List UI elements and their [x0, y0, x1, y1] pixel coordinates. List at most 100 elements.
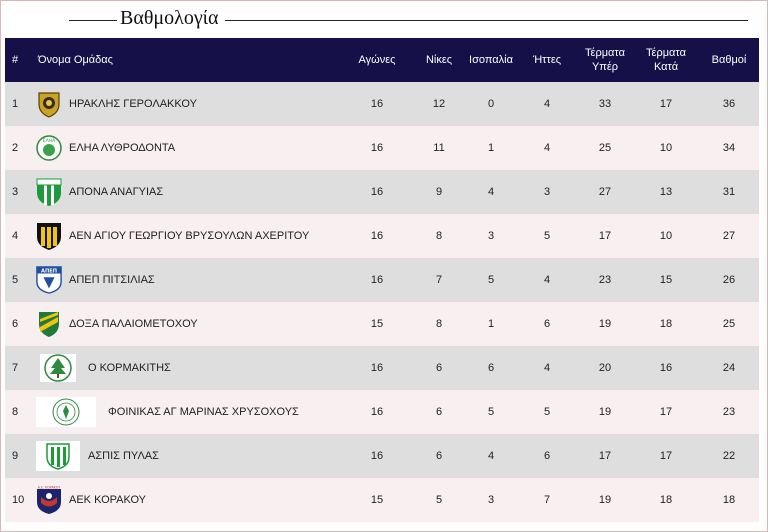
draws-cell: 5 — [487, 406, 495, 418]
shield-crest-green-white-icon[interactable] — [36, 178, 62, 206]
played-cell: 16 — [370, 450, 384, 462]
team-name-link[interactable]: ΑΣΠΙΣ ΠΥΛΑΣ — [88, 450, 159, 462]
wins-cell: 7 — [435, 274, 443, 286]
team-cell: ΕΛΗΑ ΕΛΗΑ ΛΥΘΡΟΔΟΝΤΑ — [32, 126, 341, 170]
team-name-link[interactable]: ΑΠΕΠ ΠΙΤΣΙΛΙΑΣ — [69, 274, 155, 286]
losses-cell: 6 — [543, 318, 551, 330]
table-row: 9 ΑΣΠΙΣ ΠΥΛΑΣ 16 6 4 6 17 17 22 — [5, 434, 759, 478]
shield-crest-navy-icon[interactable]: Α.Ε. ΚΟΡΑΚΟΥ — [36, 486, 62, 514]
round-crest-green-icon[interactable]: ΕΛΗΑ — [36, 134, 62, 162]
wins-cell: 5 — [435, 494, 443, 506]
losses-cell: 4 — [543, 142, 551, 154]
goals-for-cell: 25 — [598, 142, 612, 154]
table-header-row: # Όνομα Ομάδας Αγώνες Νίκες Ισοπαλία Ήττ… — [5, 38, 759, 82]
shield-crest-blue-icon[interactable]: ΑΠΕΠ — [36, 266, 62, 294]
rank-cell: 4 — [12, 230, 19, 242]
table-row: 1 ΗΡΑΚΛΗΣ ΓΕΡΟΛΑΚΚΟΥ 16 12 0 4 33 17 36 — [5, 82, 759, 126]
round-crest-wide-icon[interactable] — [36, 397, 96, 427]
goals-for-cell: 17 — [598, 450, 612, 462]
goals-against-cell: 10 — [659, 230, 673, 242]
standings-heading: Βαθμολογία — [1, 7, 768, 35]
team-name-link[interactable]: ΑΕΝ ΑΓΙΟΥ ΓΕΩΡΓΙΟΥ ΒΡΥΣΟΥΛΩΝ ΑΧΕΡΙΤΟΥ — [69, 230, 310, 242]
losses-cell: 3 — [543, 186, 551, 198]
team-name-link[interactable]: ΔΟΞΑ ΠΑΛΑΙΟΜΕΤΟΧΟΥ — [69, 318, 198, 330]
draws-cell: 0 — [487, 98, 495, 110]
round-crest-tree-icon[interactable] — [36, 354, 80, 382]
goals-for-cell: 17 — [598, 230, 612, 242]
played-cell: 16 — [370, 230, 384, 242]
goals-against-cell: 17 — [659, 450, 673, 462]
shield-crest-yellow-black-icon[interactable] — [36, 222, 62, 250]
draws-cell: 1 — [487, 318, 495, 330]
wins-cell: 8 — [435, 318, 443, 330]
team-cell: Α.Ε. ΚΟΡΑΚΟΥ ΑΕΚ ΚΟΡΑΚΟΥ — [32, 478, 341, 522]
team-name-link[interactable]: ΑΠΟΝΑ ΑΝΑΓΥΙΑΣ — [69, 186, 164, 198]
team-name-link[interactable]: ΦΟΙΝΙΚΑΣ ΑΓ ΜΑΡΙΝΑΣ ΧΡΥΣΟΧΟΥΣ — [108, 406, 299, 418]
wins-cell: 6 — [435, 362, 443, 374]
shield-crest-yellow-green-icon[interactable] — [36, 310, 62, 338]
header-goals-against[interactable]: Τέρματα Κατά — [633, 38, 699, 82]
losses-cell: 6 — [543, 450, 551, 462]
crest-text: Α.Ε. ΚΟΡΑΚΟΥ — [38, 486, 61, 490]
header-points[interactable]: Βαθμοί — [711, 54, 747, 66]
rank-cell: 10 — [12, 494, 25, 506]
team-cell: Ο ΚΟΡΜΑΚΙΤΗΣ — [32, 346, 341, 390]
table-row: 10 Α.Ε. ΚΟΡΑΚΟΥ ΑΕΚ ΚΟΡΑΚΟΥ 15 5 3 7 19 18 18 — [5, 478, 759, 522]
team-cell: ΗΡΑΚΛΗΣ ΓΕΡΟΛΑΚΚΟΥ — [32, 82, 341, 126]
team-cell: ΑΣΠΙΣ ΠΥΛΑΣ — [32, 434, 341, 478]
losses-cell: 4 — [543, 274, 551, 286]
header-losses[interactable]: Ήττες — [532, 54, 562, 66]
crest-text: ΕΛΗΑ — [43, 138, 56, 144]
points-cell: 23 — [722, 406, 736, 418]
played-cell: 15 — [370, 318, 384, 330]
heading-rule-left — [69, 20, 117, 21]
header-rank[interactable]: # — [12, 54, 19, 66]
played-cell: 16 — [370, 142, 384, 154]
page-title: Βαθμολογία — [120, 7, 219, 29]
rank-cell: 8 — [12, 406, 19, 418]
goals-against-cell: 17 — [659, 98, 673, 110]
goals-for-cell: 27 — [598, 186, 612, 198]
goals-against-cell: 18 — [659, 318, 673, 330]
heading-rule-right — [225, 20, 748, 21]
goals-for-cell: 20 — [598, 362, 612, 374]
goals-against-cell: 15 — [659, 274, 673, 286]
rank-cell: 9 — [12, 450, 19, 462]
team-cell: ΑΠΟΝΑ ΑΝΑΓΥΙΑΣ — [32, 170, 341, 214]
rank-cell: 1 — [12, 98, 19, 110]
rank-cell: 7 — [12, 362, 19, 374]
draws-cell: 3 — [487, 494, 495, 506]
wins-cell: 6 — [435, 450, 443, 462]
draws-cell: 5 — [487, 274, 495, 286]
rank-cell: 6 — [12, 318, 19, 330]
crest-text: ΑΠΕΠ — [41, 269, 57, 275]
points-cell: 26 — [722, 274, 736, 286]
goals-against-cell: 10 — [659, 142, 673, 154]
goals-for-cell: 19 — [598, 318, 612, 330]
header-wins[interactable]: Νίκες — [425, 54, 453, 66]
team-cell: ΑΕΝ ΑΓΙΟΥ ΓΕΩΡΓΙΟΥ ΒΡΥΣΟΥΛΩΝ ΑΧΕΡΙΤΟΥ — [32, 214, 341, 258]
team-name-link[interactable]: ΑΕΚ ΚΟΡΑΚΟΥ — [69, 494, 147, 506]
header-goals-for[interactable]: Τέρματα Υπέρ — [577, 38, 633, 82]
goals-against-cell: 16 — [659, 362, 673, 374]
played-cell: 16 — [370, 186, 384, 198]
team-name-link[interactable]: ΗΡΑΚΛΗΣ ΓΕΡΟΛΑΚΚΟΥ — [69, 98, 197, 110]
points-cell: 34 — [722, 142, 736, 154]
header-played[interactable]: Αγώνες — [358, 54, 396, 66]
goals-for-cell: 19 — [598, 406, 612, 418]
header-team-name[interactable]: Όνομα Ομάδας — [38, 54, 113, 66]
played-cell: 16 — [370, 98, 384, 110]
goals-against-cell: 18 — [659, 494, 673, 506]
points-cell: 27 — [722, 230, 736, 242]
team-name-link[interactable]: Ο ΚΟΡΜΑΚΙΤΗΣ — [88, 362, 171, 374]
points-cell: 36 — [722, 98, 736, 110]
team-name-link[interactable]: ΕΛΗΑ ΛΥΘΡΟΔΟΝΤΑ — [69, 142, 176, 154]
header-draws[interactable]: Ισοπαλία — [469, 54, 513, 66]
shield-crest-green-stripes-icon[interactable] — [36, 441, 80, 471]
header-goals-for-line1: Τέρματα — [585, 47, 625, 59]
goals-for-cell: 33 — [598, 98, 612, 110]
points-cell: 18 — [722, 494, 736, 506]
points-cell: 25 — [722, 318, 736, 330]
draws-cell: 4 — [487, 450, 495, 462]
shield-crest-gold-icon[interactable] — [36, 90, 62, 118]
